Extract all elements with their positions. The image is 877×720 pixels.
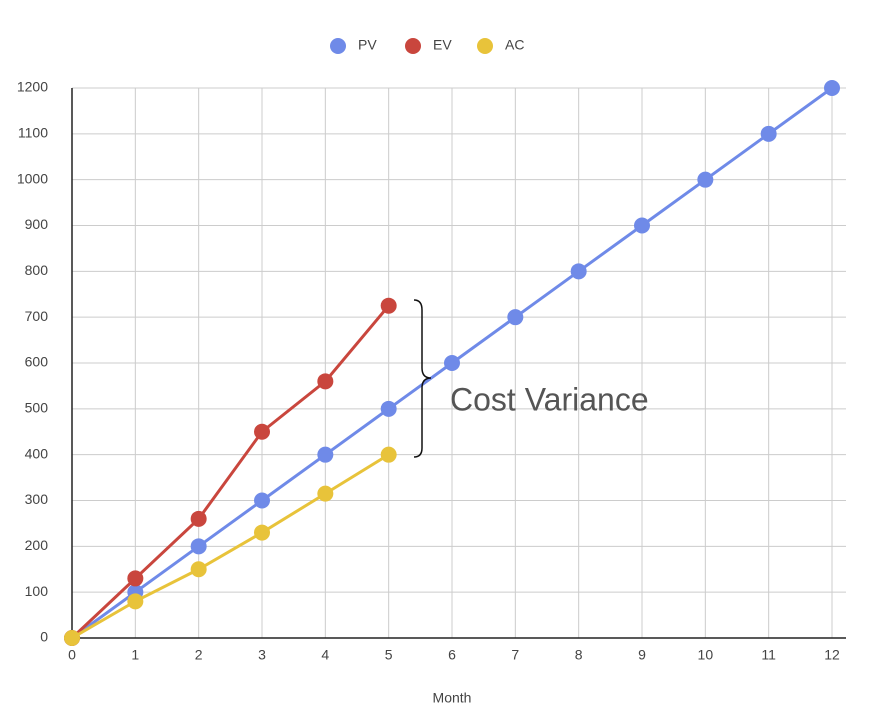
y-tick-label: 400 xyxy=(25,445,49,461)
data-point xyxy=(127,570,144,587)
data-point xyxy=(380,400,397,417)
y-tick-label: 1000 xyxy=(17,170,48,186)
data-point xyxy=(317,373,334,390)
data-point xyxy=(380,297,397,314)
annotation: Cost Variance xyxy=(450,381,649,417)
x-tick-label: 7 xyxy=(511,647,519,663)
y-tick-label: 200 xyxy=(25,537,49,553)
legend-label: AC xyxy=(505,37,524,53)
y-tick-label: 1200 xyxy=(17,79,48,95)
x-tick-label: 9 xyxy=(638,647,646,663)
x-tick-label: 5 xyxy=(385,647,393,663)
y-tick-label: 800 xyxy=(25,262,49,278)
x-axis-label: Month xyxy=(433,690,472,706)
data-point xyxy=(507,309,524,326)
x-tick-label: 11 xyxy=(761,647,776,663)
data-point xyxy=(317,485,334,502)
y-tick-label: 100 xyxy=(25,583,49,599)
y-tick-label: 1100 xyxy=(18,125,48,141)
series-line xyxy=(71,453,390,640)
legend-label: EV xyxy=(433,37,452,53)
y-tick-label: 300 xyxy=(25,491,49,507)
data-point xyxy=(190,538,207,555)
x-tick-label: 10 xyxy=(698,647,714,663)
x-tick-label: 12 xyxy=(824,647,840,663)
legend-marker xyxy=(330,38,346,54)
data-point xyxy=(824,80,840,96)
series-line xyxy=(70,304,390,640)
y-tick-label: 900 xyxy=(25,216,49,232)
x-tick-label: 1 xyxy=(131,647,139,663)
y-tick-label: 700 xyxy=(25,308,49,324)
x-tick-label: 4 xyxy=(321,647,329,663)
x-tick-label: 0 xyxy=(68,647,76,663)
y-tick-label: 0 xyxy=(40,629,48,645)
data-point xyxy=(634,217,650,234)
x-tick-label: 2 xyxy=(195,647,203,663)
data-point xyxy=(697,171,714,188)
data-point xyxy=(64,630,80,646)
x-tick-label: 8 xyxy=(575,647,583,663)
data-point xyxy=(444,355,460,371)
data-point xyxy=(190,561,207,578)
brace xyxy=(413,299,432,458)
x-tick-label: 6 xyxy=(448,647,456,663)
y-tick-label: 600 xyxy=(25,354,49,370)
y-tick-label: 500 xyxy=(25,400,49,416)
legend-marker xyxy=(405,38,421,54)
x-tick-label: 3 xyxy=(258,647,266,663)
data-point xyxy=(570,263,587,280)
data-point xyxy=(127,593,144,610)
legend-marker xyxy=(477,38,493,54)
data-point xyxy=(380,446,397,463)
data-point xyxy=(317,446,334,463)
data-point xyxy=(254,524,270,541)
data-point xyxy=(254,492,270,509)
data-point xyxy=(254,423,270,440)
legend-label: PV xyxy=(358,37,377,53)
data-point xyxy=(190,510,207,527)
data-point xyxy=(760,125,777,142)
